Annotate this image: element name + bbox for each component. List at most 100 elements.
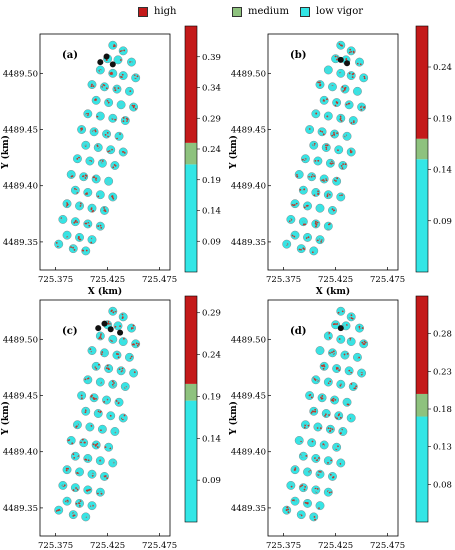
tree-pixel [78,502,80,505]
tree-crown [72,420,82,430]
tree-pixel [321,128,323,130]
tree-pixel [64,204,67,207]
tree-pixel [300,439,303,442]
tree-pixel [97,410,100,413]
tree-pixel [118,136,121,138]
tree-crown [66,436,76,445]
tree-pixel [89,348,92,351]
tree-pixel [333,131,335,134]
tree-crown [68,510,78,520]
tree-pixel [96,442,99,445]
tree-crown [300,420,310,430]
tree-crown [346,413,356,423]
tree-pixel [76,472,79,474]
tree-pixel [323,365,326,368]
tree-pixel [136,75,139,78]
tree-pixel [328,195,330,197]
tree-pixel [337,149,339,152]
tree-pixel [104,162,106,165]
tree-pixel [99,336,101,339]
tree-pixel [317,193,320,196]
tree-pixel [84,177,87,179]
tree-pixel [326,144,329,147]
tree-pixel [61,219,64,221]
colorbar-tick-label: 0.23 [433,367,452,377]
tree-pixel [350,122,353,124]
colorbar-tick-label: 0.09 [202,476,221,486]
tree-pixel [361,106,364,109]
tree-pixel [82,392,84,395]
tree-pixel [128,62,131,65]
tree-pixel [287,508,290,511]
tree-crown [309,406,319,416]
tree-pixel [347,137,350,140]
tree-pixel [300,453,303,456]
panel-label: (c) [62,326,78,337]
tree-crown [323,190,333,200]
tree-pixel [337,198,340,200]
tree-pixel [302,220,305,223]
tree-pixel [113,87,116,89]
tree-pixel [324,98,327,101]
tree-pixel [311,440,314,443]
tree-pixel [88,85,91,88]
tree-pixel [123,153,125,156]
tree-pixel [137,343,140,345]
y-axis-label: Y (km) [0,401,11,436]
tree-pixel [66,471,69,474]
tree-crown [348,382,358,391]
tree-pixel [338,47,341,49]
tree-pixel [313,112,316,115]
tree-pixel [131,104,134,107]
tree-pixel [100,353,103,356]
plot-frame [39,33,171,271]
tree-pixel [317,190,319,193]
tree-pixel [340,165,343,167]
tree-pixel [329,162,332,165]
tree-pixel [90,395,93,398]
tree-crown [89,393,99,403]
tree-pixel [65,234,67,237]
tree-crown [325,158,335,168]
tree-pixel [98,115,101,117]
tree-pixel [348,151,351,154]
tree-pixel [314,488,317,491]
tree-pixel [308,128,311,130]
tree-pixel [111,195,114,197]
tree-crown [315,501,325,511]
tree-pixel [95,397,97,400]
tree-pixel [109,147,111,150]
tree-pixel [293,235,296,238]
tree-pixel [73,456,76,459]
tree-pixel [319,507,322,510]
panel-label: (b) [290,50,306,61]
tree-pixel [340,44,343,47]
tree-pixel [317,473,319,475]
tree-crown-dark [95,325,102,332]
colorbar-frame [415,25,429,273]
tree-pixel [113,430,116,433]
tree-crown [124,86,134,96]
tree-pixel [91,81,94,84]
tree-pixel [118,400,121,403]
tree-crown-dark [103,53,110,60]
tree-crown [62,465,72,475]
tree-pixel [110,460,113,463]
tree-crown [112,350,122,360]
tree-crown [127,57,136,67]
tree-pixel [348,135,351,138]
tree-pixel [304,424,307,427]
tree-crown [70,185,80,195]
tree-pixel [89,488,91,491]
tree-pixel [328,226,331,229]
tree-crown-base [298,483,308,493]
tree-pixel [105,367,108,369]
tree-pixel [339,118,342,121]
tree-pixel [94,146,97,149]
tree-pixel [123,414,126,417]
tree-pixel [74,220,77,223]
tree-pixel [351,341,354,343]
tree-crown [87,80,97,90]
tree-pixel [350,385,352,388]
tree-pixel [108,415,111,418]
